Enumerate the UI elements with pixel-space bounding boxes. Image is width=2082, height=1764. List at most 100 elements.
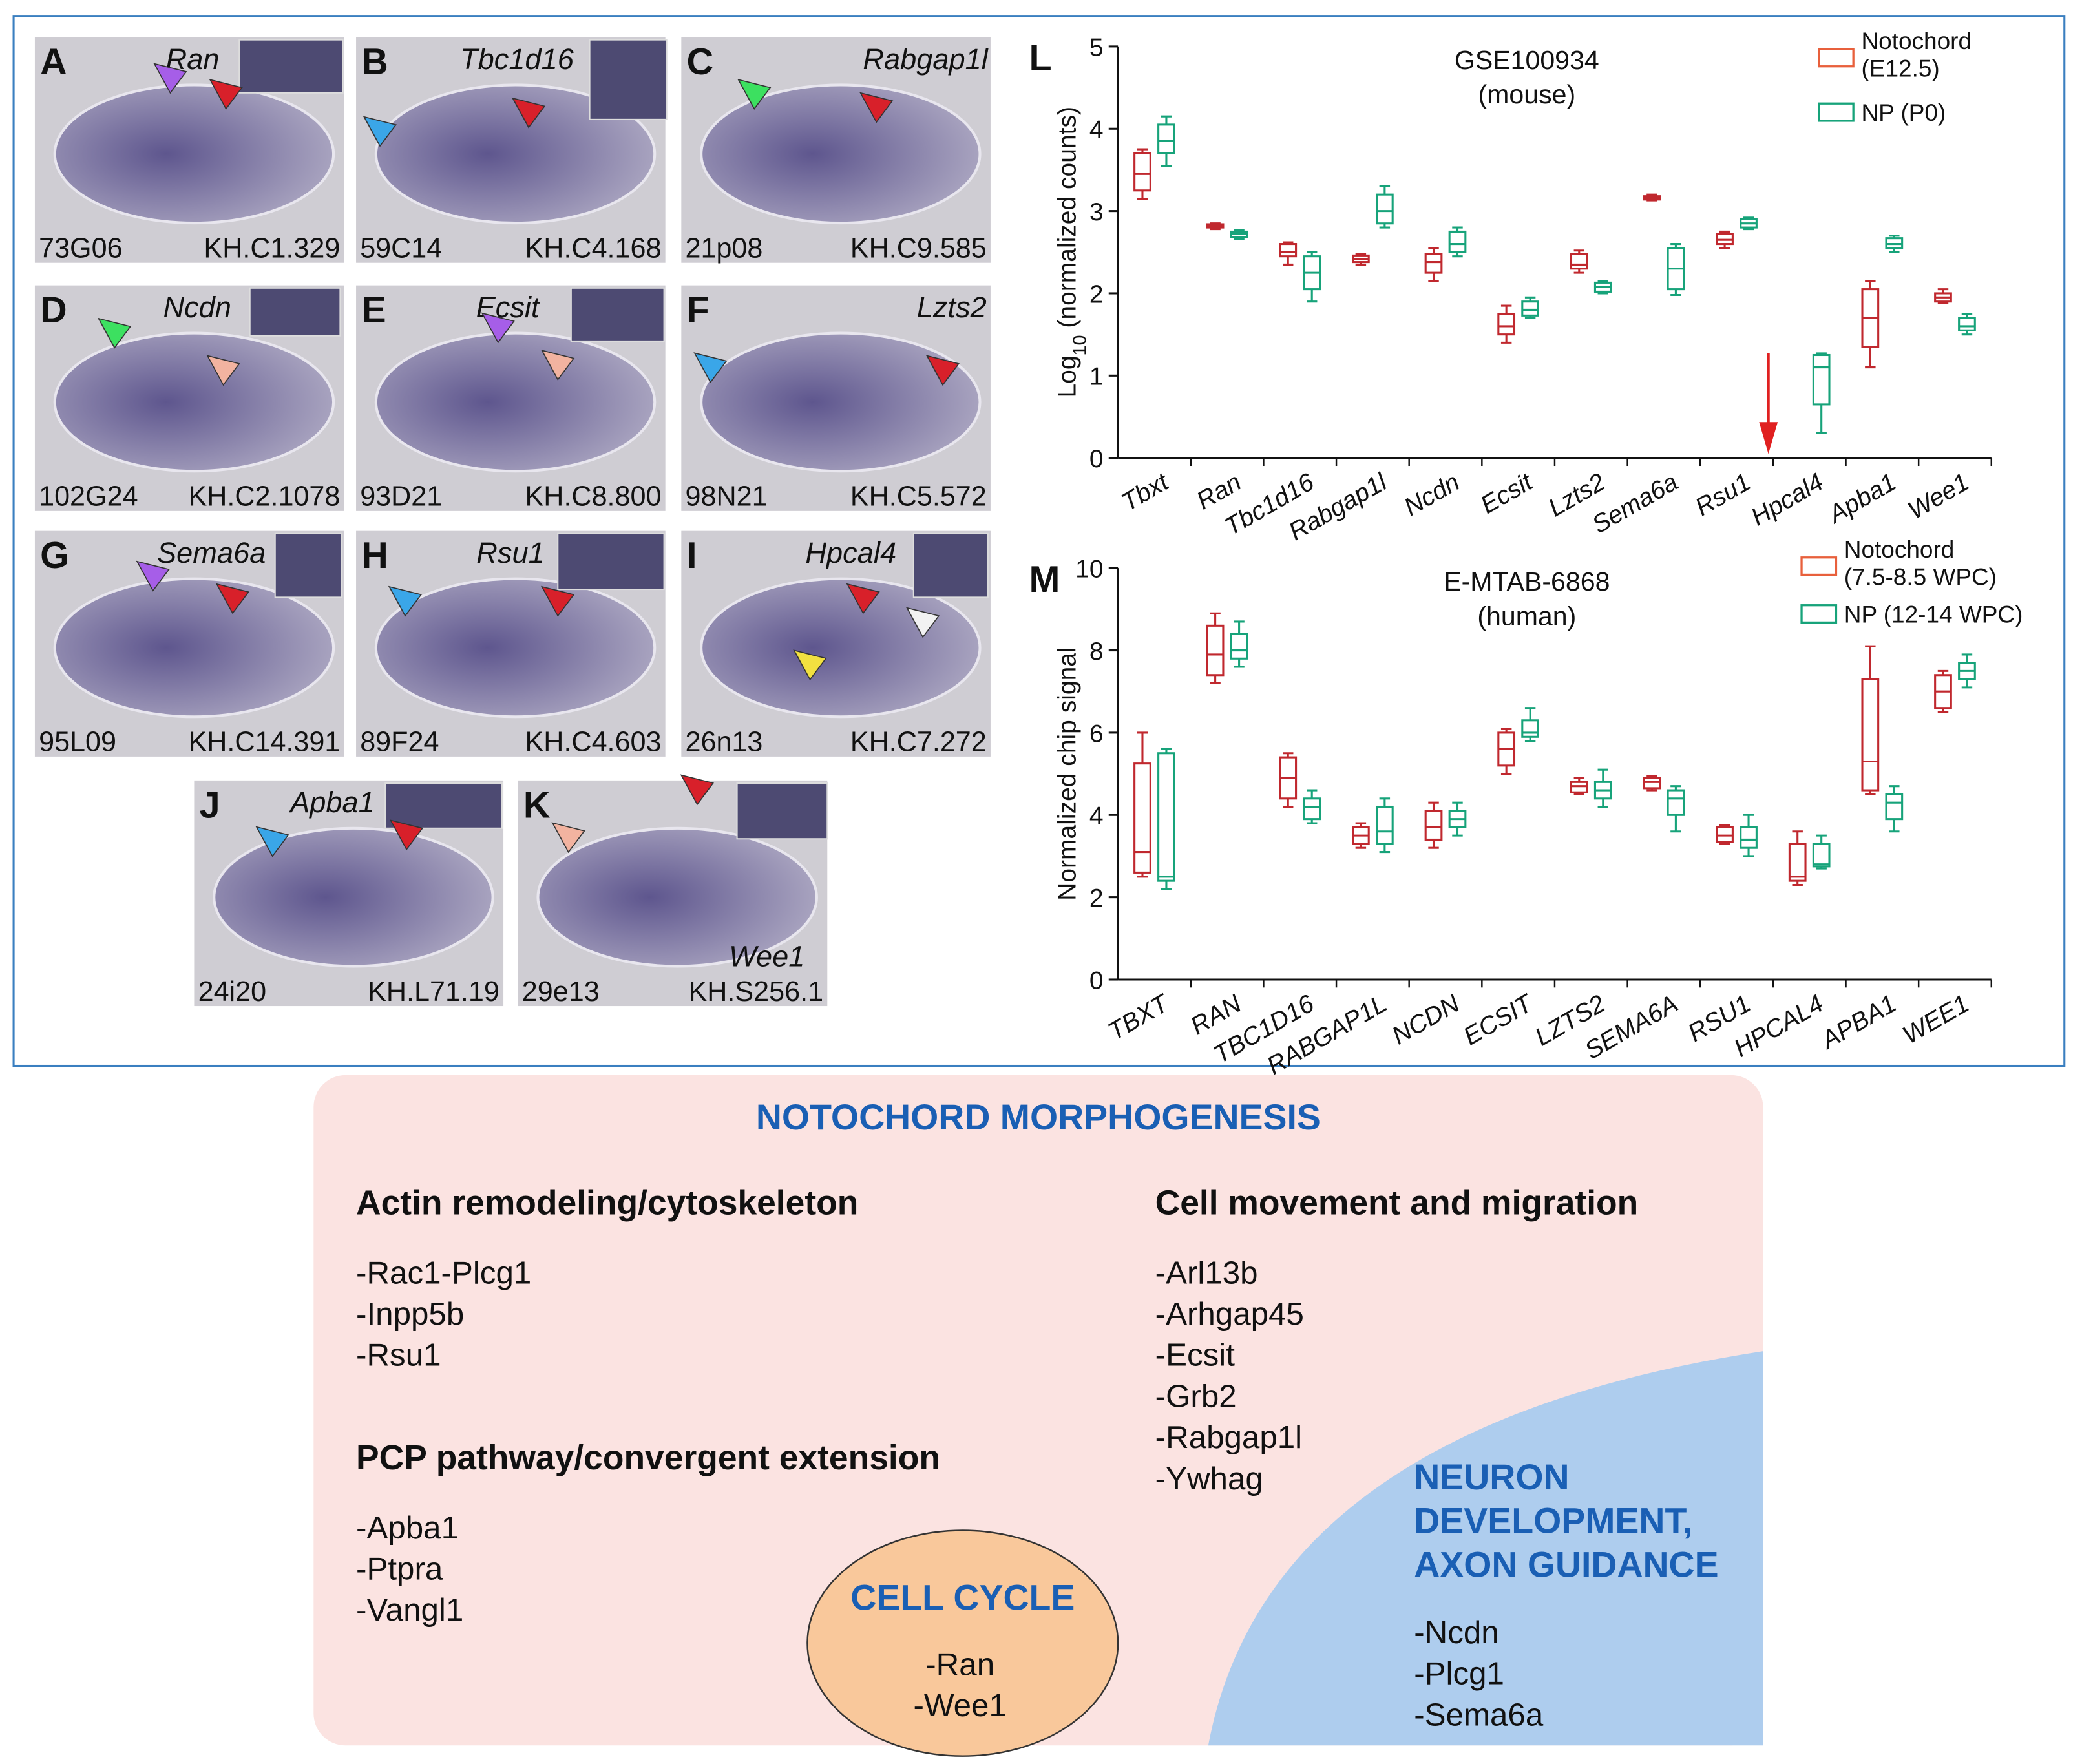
box (1375, 193, 1394, 225)
chart-subtitle: (mouse) (1478, 79, 1576, 109)
y-tick-label: 5 (1089, 34, 1104, 61)
kh-id: KH.C7.272 (850, 727, 987, 758)
panel-letter: I (687, 535, 697, 576)
box (1157, 123, 1175, 155)
group-item: -Vangl1 (356, 1592, 463, 1628)
x-tick-label: Hpcal4 (1747, 468, 1829, 531)
y-axis-title-text: (normalized counts) (1053, 107, 1081, 335)
box (1643, 777, 1661, 790)
y-tick-label: 6 (1089, 720, 1104, 748)
gene-name: Lzts2 (917, 291, 987, 324)
box (1740, 826, 1758, 849)
panel-letter: M (1029, 559, 1060, 600)
neuron-area (1208, 1351, 1763, 1746)
group-heading: Cell movement and migration (1155, 1184, 1639, 1223)
inset-image (384, 782, 503, 829)
kh-id: KH.C14.391 (188, 727, 340, 758)
box (1424, 253, 1443, 274)
y-tick-label: 4 (1089, 803, 1104, 830)
box (1448, 230, 1467, 253)
clone-id: 93D21 (360, 481, 442, 512)
legend-label: NP (12-14 WPC) (1844, 601, 2023, 627)
x-tick-label: TBXT (1104, 989, 1175, 1046)
inset-image (238, 39, 344, 94)
figure-frame (12, 15, 2066, 1067)
box (1133, 762, 1151, 874)
clone-id: 73G06 (39, 233, 122, 264)
arrowhead (737, 78, 772, 110)
embryo (374, 331, 657, 473)
arrowhead (206, 355, 240, 386)
panel-letter: F (687, 289, 710, 331)
x-tick-label: APBA1 (1816, 990, 1901, 1055)
panel-letter: J (200, 784, 220, 826)
embryo (53, 83, 335, 225)
y-tick-label: 3 (1089, 198, 1104, 226)
clone-id: 24i20 (198, 976, 267, 1007)
box (1133, 152, 1151, 192)
arrowhead (255, 826, 289, 857)
legend-label: NP (P0) (1861, 100, 1946, 126)
clone-id: 26n13 (685, 727, 762, 758)
panel-letter: K (523, 784, 551, 826)
annotation-arrowhead (1759, 422, 1778, 454)
group-item: -Grb2 (1155, 1378, 1237, 1414)
y-tick-label: 8 (1089, 638, 1104, 666)
kh-id: KH.C5.572 (850, 481, 987, 512)
group-item: -Ptpra (356, 1551, 443, 1586)
clone-id: 98N21 (685, 481, 767, 512)
x-tick-label: WEE1 (1898, 990, 1973, 1050)
legend-label: Notochord (7.5-8.5 WPC) (1844, 536, 1997, 591)
y-axis-title-text: Log (1053, 355, 1081, 397)
arrowhead (153, 63, 187, 94)
arrowhead (215, 583, 250, 614)
group-heading: Actin remodeling/cytoskeleton (356, 1184, 858, 1223)
neuron-item: -Ncdn (1414, 1615, 1499, 1650)
gene-name: Rsu1 (476, 536, 545, 569)
y-tick-label: 0 (1089, 967, 1104, 994)
gene-name: Sema6a (157, 536, 266, 569)
box (1885, 793, 1904, 821)
embryo (53, 331, 335, 473)
clone-id: 59C14 (360, 233, 442, 264)
box (1303, 797, 1321, 821)
chart-subtitle: (human) (1477, 602, 1576, 631)
box (1521, 719, 1540, 738)
clone-id: 95L09 (39, 727, 116, 758)
y-tick-label: 0 (1089, 445, 1104, 473)
group-item: -Ecsit (1155, 1338, 1236, 1373)
diagram-title: NOTOCHORD MORPHOGENESIS (756, 1097, 1321, 1137)
box (1570, 253, 1588, 270)
group-item: -Rsu1 (356, 1338, 441, 1373)
box (1206, 624, 1225, 677)
box (1716, 826, 1734, 843)
group-item: -Apba1 (356, 1510, 459, 1546)
x-tick-label: Ecsit (1476, 467, 1539, 520)
cell-cycle-area (806, 1529, 1119, 1757)
arrowhead (209, 78, 243, 110)
kh-id: KH.C4.168 (525, 233, 662, 264)
embryo (536, 826, 818, 968)
legend-label: Notochord (E12.5) (1861, 28, 1972, 82)
y-tick-label: 2 (1089, 885, 1104, 912)
group-item: -Ywhag (1155, 1461, 1263, 1496)
embryo (213, 826, 494, 968)
chart-title: GSE100934 (1455, 45, 1599, 75)
box (1157, 752, 1175, 882)
kh-id: KH.C4.603 (525, 727, 662, 758)
neuron-heading: DEVELOPMENT, (1414, 1501, 1692, 1541)
clone-id: 29e13 (522, 976, 600, 1007)
neuron-heading: NEURON (1414, 1457, 1569, 1497)
legend-swatch (1800, 556, 1838, 576)
cell-cycle-heading: CELL CYCLE (850, 1578, 1075, 1618)
box (1230, 633, 1248, 660)
box (1497, 313, 1516, 336)
chart-title: E-MTAB-6868 (1444, 567, 1610, 596)
x-tick-label: Ncdn (1400, 468, 1464, 521)
kh-id: KH.C9.585 (850, 233, 987, 264)
arrowhead (541, 350, 575, 381)
x-tick-label: Apba1 (1823, 468, 1901, 529)
y-axis-title: Log10 (normalized counts) (1053, 107, 1090, 398)
gene-name: Hpcal4 (805, 536, 896, 569)
